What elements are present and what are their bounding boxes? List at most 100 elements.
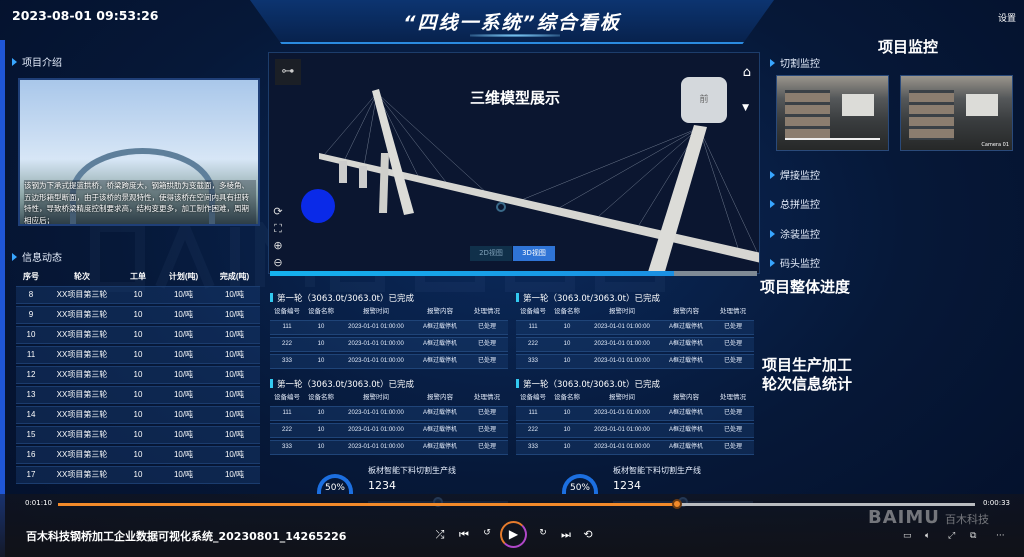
table-row[interactable]: 111 10 2023-01-01 01:00:00 A框过载停机 已处理: [516, 406, 754, 421]
table-row[interactable]: 14 XX项目第三轮 10 10/吨 10/吨: [16, 406, 260, 424]
dropdown-arrow-icon[interactable]: ▼: [742, 103, 749, 113]
zoom-out-icon[interactable]: ⊖: [273, 256, 283, 269]
alarm-cell: 已处理: [712, 406, 754, 421]
table-row[interactable]: 222 10 2023-01-01 01:00:00 A框过载停机 已处理: [270, 337, 508, 352]
info-col-header: 轮次: [74, 272, 90, 281]
table-row[interactable]: 8 XX项目第三轮 10 10/吨 10/吨: [16, 286, 260, 304]
monitor-welding-title[interactable]: 焊接监控: [770, 167, 820, 182]
alarm-cell: A框过载停机: [660, 354, 712, 369]
alarm-cell: 111: [270, 320, 304, 335]
table-row[interactable]: 17 XX项目第三轮 10 10/吨 10/吨: [16, 466, 260, 484]
info-cell: XX项目第三轮: [46, 286, 118, 304]
alarm-cell: 2023-01-01 01:00:00: [338, 337, 414, 352]
alarm-cell: 222: [270, 423, 304, 438]
alarm-cell: 10: [550, 406, 584, 421]
annotation-monitoring: 项目监控: [878, 38, 939, 56]
table-row[interactable]: 333 10 2023-01-01 01:00:00 A框过载停机 已处理: [270, 440, 508, 455]
monitor-painting-title[interactable]: 涂装监控: [770, 226, 820, 241]
video-seek-handle[interactable]: [671, 499, 682, 509]
overall-progress-bar: [270, 271, 757, 276]
info-cell: 10/吨: [209, 326, 260, 344]
previous-icon[interactable]: ⏮: [459, 528, 469, 541]
table-row[interactable]: 13 XX项目第三轮 10 10/吨 10/吨: [16, 386, 260, 404]
mini-player-icon[interactable]: ⧉: [970, 531, 977, 541]
alarm-cell: 222: [270, 337, 304, 352]
alarm-cell: 2023-01-01 01:00:00: [584, 337, 660, 352]
info-cell: 10: [118, 286, 158, 304]
camera-feed-1[interactable]: [776, 75, 889, 151]
table-row[interactable]: 222 10 2023-01-01 01:00:00 A框过载停机 已处理: [516, 337, 754, 352]
line-name: 板材智能下料切割生产线: [613, 466, 701, 475]
repeat-off-icon[interactable]: ⟲: [583, 528, 593, 541]
forward-30-icon[interactable]: ↻: [539, 528, 547, 538]
info-cell: 10: [118, 466, 158, 484]
table-row[interactable]: 111 10 2023-01-01 01:00:00 A框过载停机 已处理: [270, 320, 508, 335]
alarm-col-header: 报警内容: [673, 394, 699, 401]
camera-feed-2[interactable]: Camera 01: [900, 75, 1013, 151]
more-options-icon[interactable]: ···: [996, 531, 1005, 541]
table-row[interactable]: 333 10 2023-01-01 01:00:00 A框过载停机 已处理: [516, 354, 754, 369]
table-row[interactable]: 333 10 2023-01-01 01:00:00 A框过载停机 已处理: [270, 354, 508, 369]
alarm-col-header: 设备编号: [274, 308, 300, 315]
info-cell: 10/吨: [209, 446, 260, 464]
info-cell: 16: [16, 446, 46, 464]
alarm-cell: A框过载停机: [414, 440, 466, 455]
info-col-header: 计划(吨): [168, 272, 199, 281]
project-intro-image: 该钢为下承式提篮拱桥，桥梁跨度大，钢箱拱肋为变截面，多棱角、五边形箱型断面，由于…: [18, 78, 260, 226]
structure-tree-button[interactable]: ⊶: [275, 59, 301, 85]
volume-icon[interactable]: 🔈︎: [925, 531, 931, 541]
info-cell: XX项目第三轮: [46, 386, 118, 404]
rewind-10-icon[interactable]: ↺: [483, 528, 491, 538]
3d-model-viewer[interactable]: 三维模型展示 ⊶ 前 ⌂ ▼ ⟳ ⛶ ⊕ ⊖ 2D视图 3D视图: [268, 52, 760, 274]
table-row[interactable]: 111 10 2023-01-01 01:00:00 A框过载停机 已处理: [516, 320, 754, 335]
alarm-cell: 已处理: [712, 337, 754, 352]
alarm-cell: 2023-01-01 01:00:00: [584, 320, 660, 335]
line-value: 1234: [368, 479, 396, 492]
zoom-in-icon[interactable]: ⊕: [273, 239, 283, 252]
next-icon[interactable]: ⏭: [561, 528, 571, 541]
view-3d-button[interactable]: 3D视图: [513, 246, 555, 261]
alarm-cell: 222: [516, 337, 550, 352]
view-2d-button[interactable]: 2D视图: [470, 246, 512, 261]
video-seek-bar[interactable]: [58, 503, 975, 506]
table-row[interactable]: 11 XX项目第三轮 10 10/吨 10/吨: [16, 346, 260, 364]
alarm-cell: 10: [304, 406, 338, 421]
view-cube[interactable]: 前: [681, 77, 727, 123]
camera-progress[interactable]: [785, 138, 880, 140]
fullscreen-icon[interactable]: ⛶: [274, 222, 282, 235]
info-cell: 14: [16, 406, 46, 424]
rotate-icon[interactable]: ⟳: [273, 205, 283, 218]
alarm-cell: 已处理: [712, 354, 754, 369]
settings-link[interactable]: 设置: [997, 14, 1016, 24]
shuffle-icon[interactable]: ⤮: [435, 528, 445, 541]
table-row[interactable]: 333 10 2023-01-01 01:00:00 A框过载停机 已处理: [516, 440, 754, 455]
alarm-cell: A框过载停机: [414, 320, 466, 335]
info-cell: 10: [118, 366, 158, 384]
table-row[interactable]: 222 10 2023-01-01 01:00:00 A框过载停机 已处理: [270, 423, 508, 438]
remaining-time: 0:00:33: [983, 499, 1010, 507]
alarm-group-title: 第一轮（3063.0t/3063.0t）已完成: [516, 292, 660, 304]
table-row[interactable]: 10 XX项目第三轮 10 10/吨 10/吨: [16, 326, 260, 344]
table-row[interactable]: 12 XX项目第三轮 10 10/吨 10/吨: [16, 366, 260, 384]
monitor-assembly-title[interactable]: 总拼监控: [770, 196, 820, 211]
line-gauge: 50%: [317, 474, 353, 494]
table-row[interactable]: 222 10 2023-01-01 01:00:00 A框过载停机 已处理: [516, 423, 754, 438]
info-cell: 10: [16, 326, 46, 344]
play-button[interactable]: ▶: [500, 521, 527, 548]
cast-icon[interactable]: ▭: [903, 531, 912, 541]
alarm-cell: 10: [550, 320, 584, 335]
alarm-cell: 333: [516, 440, 550, 455]
home-icon[interactable]: ⌂: [742, 65, 751, 80]
monitor-cutting-title[interactable]: 切割监控: [770, 55, 820, 70]
monitor-dock-title[interactable]: 码头监控: [770, 255, 820, 270]
info-cell: 10/吨: [209, 366, 260, 384]
alarm-cell: 2023-01-01 01:00:00: [338, 440, 414, 455]
table-row[interactable]: 15 XX项目第三轮 10 10/吨 10/吨: [16, 426, 260, 444]
alarm-cell: 已处理: [466, 320, 508, 335]
table-row[interactable]: 9 XX项目第三轮 10 10/吨 10/吨: [16, 306, 260, 324]
table-row[interactable]: 16 XX项目第三轮 10 10/吨 10/吨: [16, 446, 260, 464]
fullscreen-toggle-icon[interactable]: ⤢: [948, 531, 956, 541]
table-row[interactable]: 111 10 2023-01-01 01:00:00 A框过载停机 已处理: [270, 406, 508, 421]
info-cell: 8: [16, 286, 46, 304]
alarm-col-header: 处理情况: [720, 394, 746, 401]
